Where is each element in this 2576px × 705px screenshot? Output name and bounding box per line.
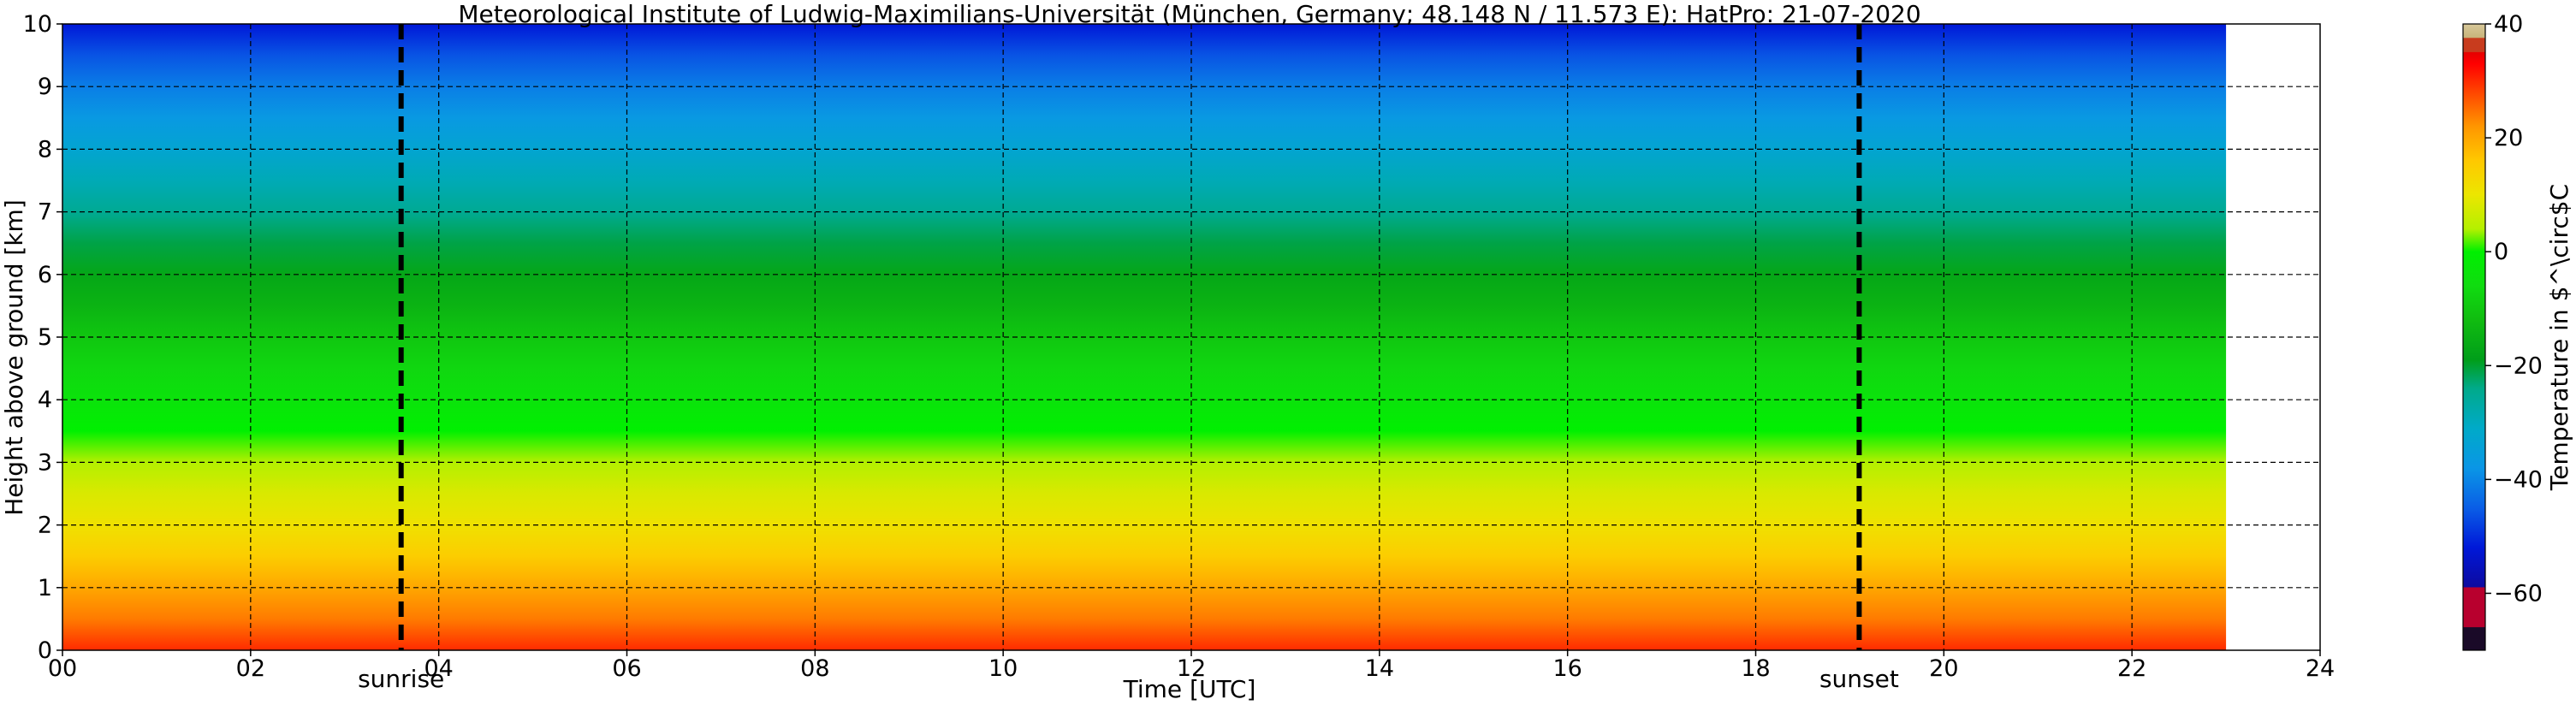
y-tick-label: 4 bbox=[38, 387, 52, 413]
y-tick-label: 8 bbox=[38, 136, 52, 163]
x-tick-label: 02 bbox=[236, 655, 265, 682]
x-axis-label: Time [UTC] bbox=[1123, 675, 1256, 703]
colorbar-tick-label: 0 bbox=[2494, 239, 2508, 265]
colorbar-tick-label: −40 bbox=[2494, 466, 2543, 493]
grid-lines bbox=[62, 24, 2320, 650]
colorbar-tick-label: 40 bbox=[2494, 11, 2523, 38]
colorbar-tick-label: −60 bbox=[2494, 580, 2543, 607]
x-tick-label: 06 bbox=[612, 655, 641, 682]
y-tick-label: 10 bbox=[23, 11, 52, 38]
x-tick-label: 04 bbox=[424, 655, 453, 682]
x-tick-label: 12 bbox=[1177, 655, 1206, 682]
y-tick-label: 5 bbox=[38, 324, 52, 351]
x-tick-label: 22 bbox=[2117, 655, 2146, 682]
colorbar-label: Temperature in $^\circ$C bbox=[2545, 184, 2573, 491]
colorbar-scale bbox=[2462, 23, 2486, 651]
sun-annotations: sunrise sunset bbox=[358, 24, 1899, 693]
x-tick-label: 14 bbox=[1365, 655, 1394, 682]
x-tick-label: 24 bbox=[2306, 655, 2335, 682]
x-axis-ticks: 00 02 04 06 08 10 12 14 16 18 20 22 24 bbox=[48, 650, 2335, 682]
y-tick-label: 2 bbox=[38, 512, 52, 539]
x-tick-label: 16 bbox=[1552, 655, 1582, 682]
x-tick-label: 08 bbox=[800, 655, 829, 682]
y-axis-label: Height above ground [km] bbox=[0, 199, 28, 516]
colorbar-tick-label: −20 bbox=[2494, 352, 2543, 379]
x-tick-label: 18 bbox=[1741, 655, 1770, 682]
chart-title: Meteorological Institute of Ludwig-Maxim… bbox=[458, 0, 1920, 28]
sunrise-label: sunrise bbox=[358, 665, 444, 693]
colorbar-tick-label: 20 bbox=[2494, 125, 2523, 151]
colorbar: 40 20 0 −20 −40 −60 Temperature in $^\circ$C bbox=[2462, 11, 2573, 651]
x-tick-label: 00 bbox=[48, 655, 77, 682]
y-tick-label: 6 bbox=[38, 262, 52, 288]
sunset-label: sunset bbox=[1819, 665, 1899, 693]
y-tick-label: 1 bbox=[38, 575, 52, 601]
y-axis-ticks: 0 1 2 3 4 5 6 7 8 9 10 bbox=[23, 11, 62, 664]
y-tick-label: 9 bbox=[38, 74, 52, 100]
y-tick-label: 0 bbox=[38, 637, 52, 664]
x-tick-label: 20 bbox=[1929, 655, 1958, 682]
y-tick-label: 7 bbox=[38, 199, 52, 226]
y-tick-label: 3 bbox=[38, 449, 52, 476]
colorbar-ticks: 40 20 0 −20 −40 −60 bbox=[2485, 11, 2543, 607]
x-tick-label: 10 bbox=[988, 655, 1018, 682]
